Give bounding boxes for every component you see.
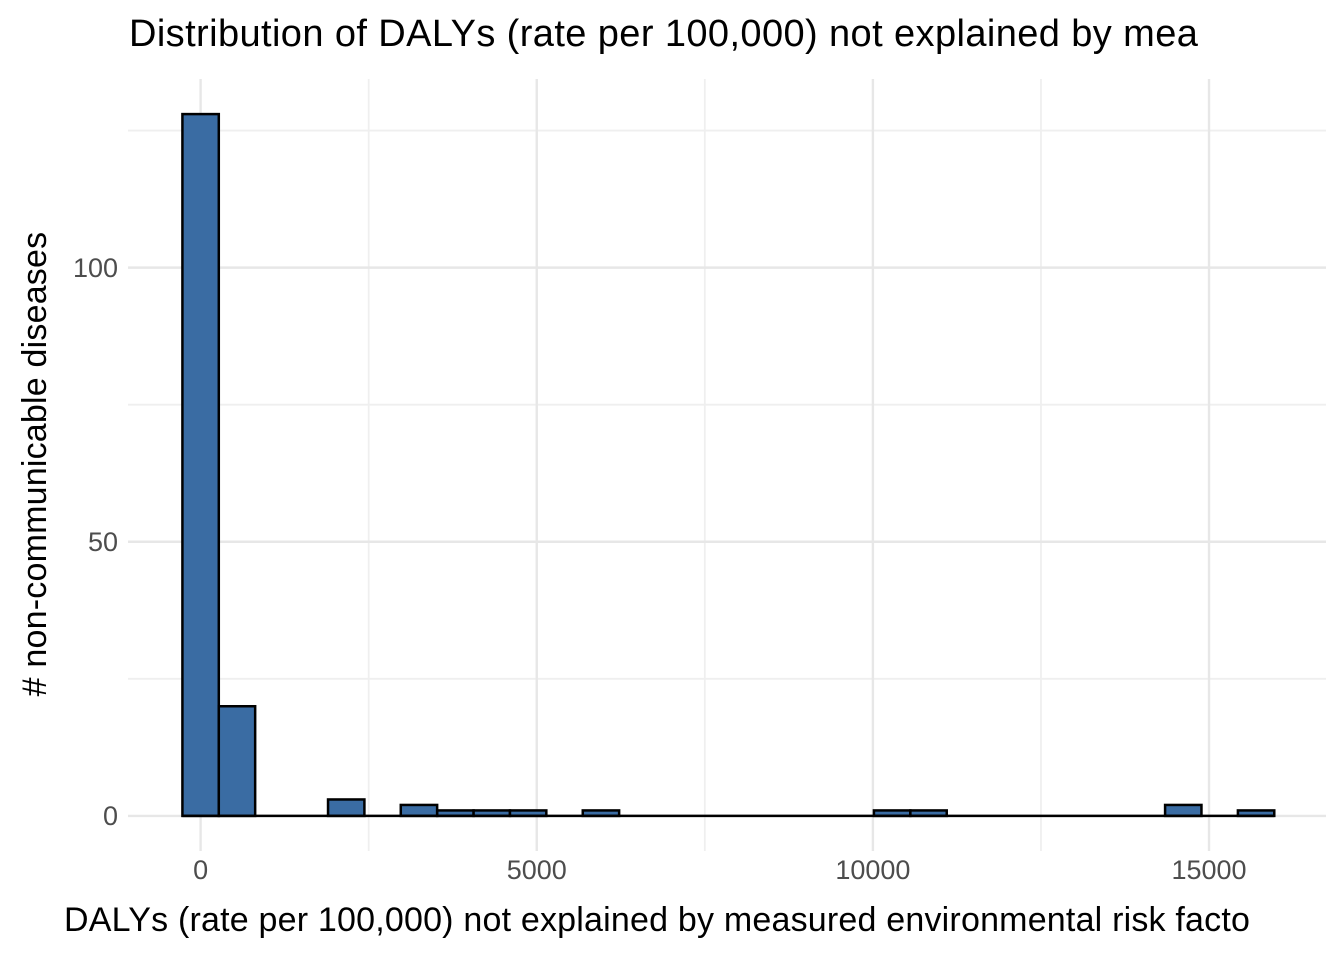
histogram-bar (217, 705, 257, 818)
x-tick-label: 10000 (835, 855, 911, 885)
x-tick-label: 15000 (1171, 855, 1247, 885)
chart-title: Distribution of DALYs (rate per 100,000)… (129, 13, 1199, 55)
y-axis-title: # non-communicable diseases (16, 231, 54, 697)
x-axis-title: DALYs (rate per 100,000) not explained b… (64, 901, 1251, 939)
y-tick-label: 50 (87, 526, 118, 557)
y-tick-label: 0 (102, 800, 118, 831)
y-tick-label: 100 (72, 252, 118, 283)
histogram-bar (399, 803, 439, 818)
histogram-bar (326, 798, 366, 818)
histogram-bar (1163, 803, 1203, 818)
x-tick-label: 5000 (506, 855, 567, 885)
x-tick-label: 0 (193, 855, 209, 885)
histogram-bar (181, 112, 221, 818)
